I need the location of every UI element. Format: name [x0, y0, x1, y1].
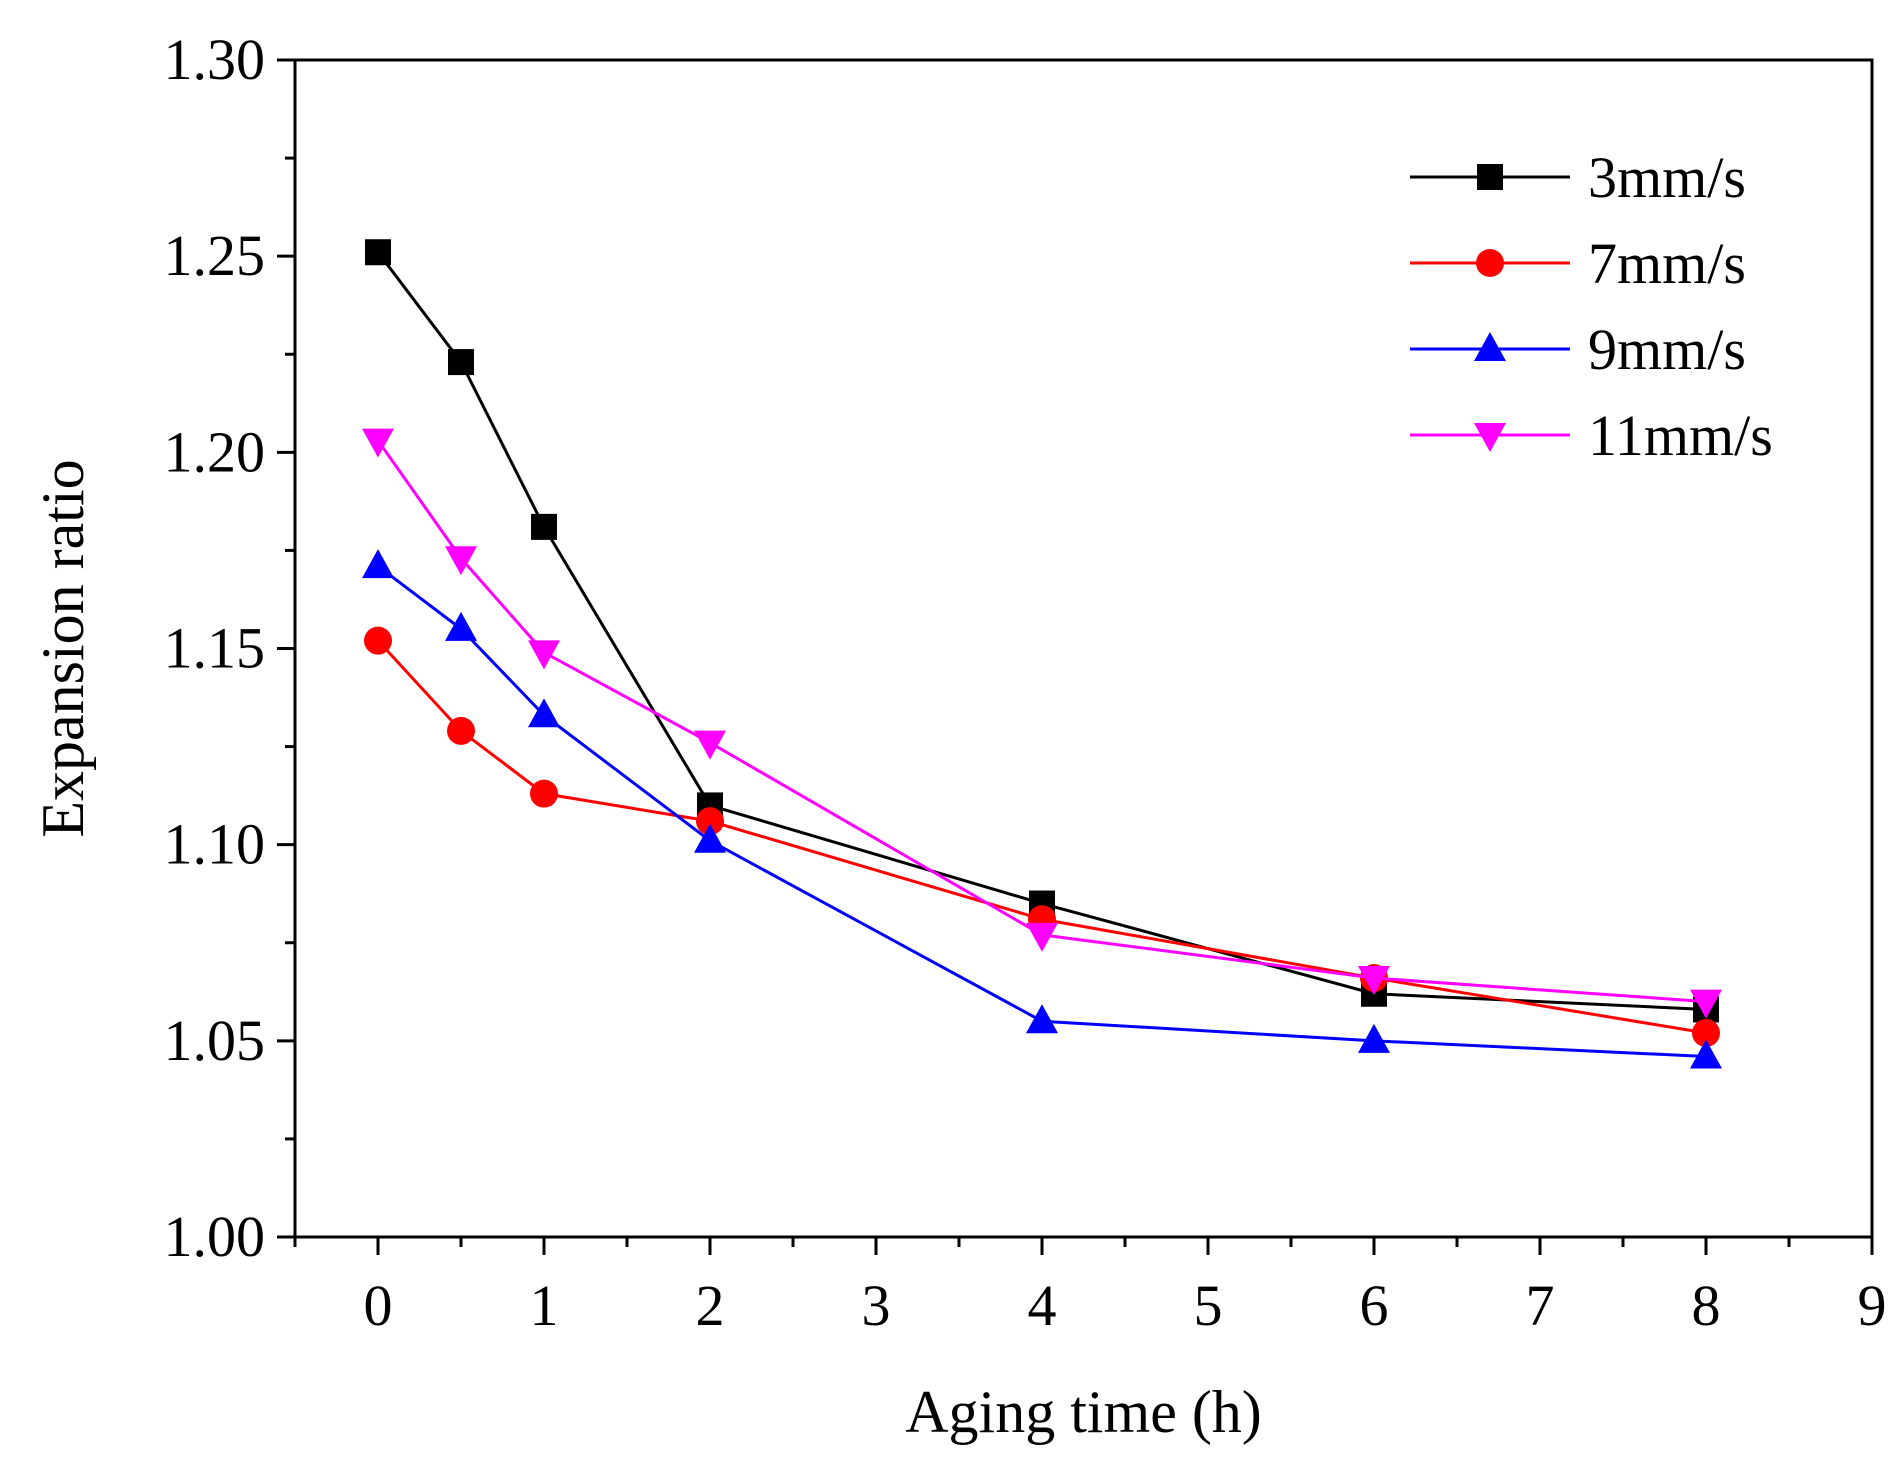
data-point — [447, 716, 475, 745]
legend-item: 3mm/s — [1410, 145, 1746, 210]
x-tick-label: 1 — [530, 1273, 559, 1338]
x-tick-label: 4 — [1028, 1273, 1057, 1338]
y-tick-label: 1.25 — [164, 223, 266, 288]
legend-label: 11mm/s — [1588, 403, 1773, 468]
x-axis: 0 1 2 3 4 5 6 7 8 9 — [293, 1237, 1887, 1338]
data-point — [530, 779, 558, 808]
data-point — [694, 730, 726, 760]
x-tick-label: 6 — [1360, 1273, 1389, 1338]
x-tick-label: 9 — [1858, 1273, 1887, 1338]
data-point — [1690, 1039, 1722, 1069]
circle-marker — [1476, 249, 1504, 277]
y-tick-label: 1.15 — [164, 616, 266, 681]
data-point — [1026, 1004, 1058, 1034]
series-11mm-s — [362, 428, 1722, 1019]
legend-item: 9mm/s — [1410, 317, 1746, 382]
data-point — [528, 698, 560, 728]
data-point — [365, 239, 391, 266]
square-marker — [1477, 164, 1503, 190]
y-tick-label: 1.10 — [164, 812, 266, 877]
data-point — [364, 626, 392, 655]
data-point — [362, 549, 394, 579]
data-point — [1358, 1023, 1390, 1053]
data-point — [531, 513, 557, 540]
data-point — [445, 611, 477, 641]
legend-item: 11mm/s — [1410, 403, 1773, 468]
data-point — [528, 640, 560, 670]
legend-label: 7mm/s — [1588, 231, 1746, 296]
data-point — [694, 823, 726, 853]
legend-item: 7mm/s — [1410, 231, 1746, 296]
y-tick-label: 1.00 — [164, 1204, 266, 1269]
series-layer — [362, 239, 1722, 1069]
x-tick-label: 3 — [862, 1273, 891, 1338]
legend: 3mm/s 7mm/s 9mm/s 11mm/s — [1410, 145, 1773, 468]
data-point — [1690, 989, 1722, 1019]
y-axis: 1.00 1.05 1.10 1.15 1.20 1.25 1.30 — [164, 27, 295, 1269]
y-axis-title: Expansion ratio — [30, 459, 96, 837]
data-point — [448, 349, 474, 376]
y-tick-label: 1.30 — [164, 27, 266, 92]
data-point — [445, 546, 477, 576]
x-tick-label: 2 — [696, 1273, 725, 1338]
data-point — [1692, 1018, 1720, 1047]
y-tick-label: 1.05 — [164, 1008, 266, 1073]
series-9mm-s — [362, 549, 1722, 1069]
legend-label: 9mm/s — [1588, 317, 1746, 382]
y-tick-label: 1.20 — [164, 419, 266, 484]
legend-label: 3mm/s — [1588, 145, 1746, 210]
x-tick-label: 5 — [1194, 1273, 1223, 1338]
data-point — [362, 428, 394, 458]
data-point — [696, 807, 724, 836]
data-point — [1026, 922, 1058, 952]
x-tick-label: 8 — [1692, 1273, 1721, 1338]
triangle-down-marker — [1474, 423, 1506, 452]
x-axis-title: Aging time (h) — [905, 1379, 1262, 1445]
x-tick-label: 7 — [1526, 1273, 1555, 1338]
data-point — [1358, 966, 1390, 996]
x-tick-label: 0 — [364, 1273, 393, 1338]
triangle-up-marker — [1474, 332, 1506, 361]
